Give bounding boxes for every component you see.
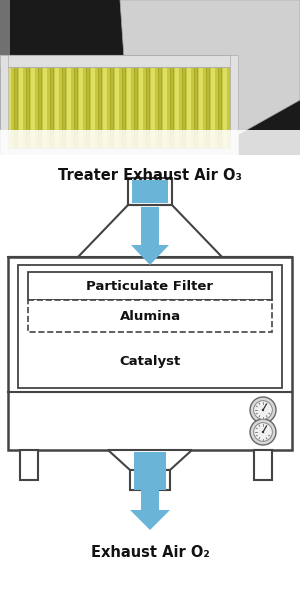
Bar [151, 65, 155, 150]
Circle shape [262, 431, 264, 433]
Bar [18, 265, 282, 388]
Polygon shape [131, 207, 169, 265]
Circle shape [262, 409, 264, 411]
Bar [223, 65, 227, 150]
Bar [141, 490, 159, 510]
Bar [65, 62, 74, 153]
Text: Alumina: Alumina [119, 310, 181, 323]
Bar [139, 65, 143, 150]
Bar [0, 55, 235, 67]
Circle shape [250, 397, 276, 423]
Bar [132, 180, 168, 203]
Bar [67, 65, 71, 150]
Bar [20, 450, 38, 480]
Bar [127, 65, 131, 150]
Bar [125, 62, 134, 153]
Bar [209, 62, 218, 153]
Bar [161, 62, 170, 153]
Bar [28, 272, 272, 300]
Circle shape [254, 401, 272, 419]
Bar [0, 155, 300, 600]
Bar [55, 65, 59, 150]
Bar [0, 130, 300, 155]
Bar [17, 62, 26, 153]
Circle shape [254, 422, 272, 442]
Bar [197, 62, 206, 153]
Bar [0, 60, 230, 155]
Polygon shape [8, 205, 292, 257]
Bar [53, 62, 62, 153]
Bar [8, 257, 292, 450]
Bar [28, 300, 272, 332]
Polygon shape [108, 450, 192, 470]
Bar [0, 55, 8, 158]
Bar [79, 65, 83, 150]
Bar [29, 62, 38, 153]
Bar [175, 65, 179, 150]
Bar [254, 450, 272, 480]
Bar [0, 148, 235, 158]
Bar [128, 178, 172, 205]
Text: Particulate Filter: Particulate Filter [86, 280, 214, 292]
Bar [137, 62, 146, 153]
Bar [91, 65, 95, 150]
Bar [230, 55, 238, 158]
Bar [134, 452, 166, 490]
Bar [211, 65, 215, 150]
Bar [31, 65, 35, 150]
Bar [0, 0, 10, 160]
Bar [187, 65, 191, 150]
Bar [43, 65, 47, 150]
Polygon shape [130, 510, 170, 530]
Bar [89, 62, 98, 153]
Polygon shape [120, 0, 300, 145]
Bar [41, 62, 50, 153]
Bar [163, 65, 167, 150]
Bar [77, 62, 86, 153]
Text: Treater Exhaust Air O₃: Treater Exhaust Air O₃ [58, 168, 242, 183]
Bar [149, 62, 158, 153]
Bar [7, 65, 11, 150]
Bar [185, 62, 194, 153]
Bar [103, 65, 107, 150]
Text: Catalyst: Catalyst [119, 355, 181, 368]
Bar [115, 65, 119, 150]
Circle shape [250, 419, 276, 445]
Bar [221, 62, 230, 153]
Bar [0, 0, 300, 155]
Bar [19, 65, 23, 150]
Bar [130, 470, 170, 490]
Bar [173, 62, 182, 153]
Bar [5, 62, 14, 153]
Bar [199, 65, 203, 150]
Bar [101, 62, 110, 153]
Bar [113, 62, 122, 153]
Text: Exhaust Air O₂: Exhaust Air O₂ [91, 545, 209, 560]
